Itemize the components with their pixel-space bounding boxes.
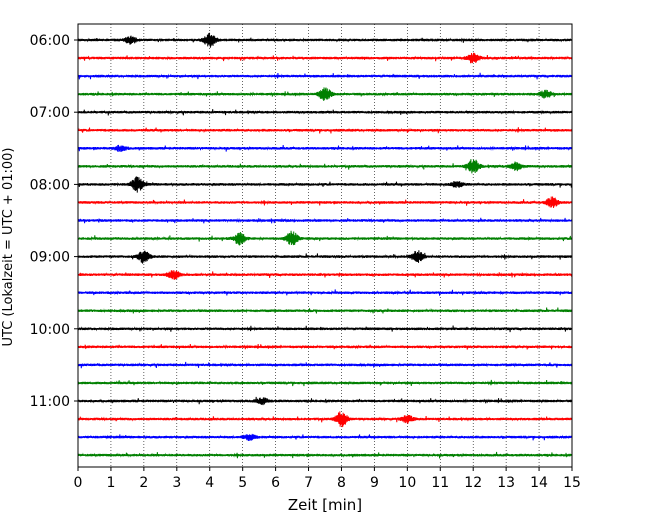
plot-frame <box>77 23 573 468</box>
trace-1145 <box>77 451 573 459</box>
x-tick-label: 4 <box>205 475 214 491</box>
trace-0800 <box>77 176 573 193</box>
x-tick-label: 1 <box>106 475 115 491</box>
y-tick-label: 11:00 <box>30 394 70 410</box>
trace-1100 <box>77 396 573 406</box>
y-tick-label: 10:00 <box>30 322 70 338</box>
x-tick-label: 6 <box>271 475 280 491</box>
x-tick-label: 0 <box>74 475 83 491</box>
x-tick-label: 2 <box>139 475 148 491</box>
trace-0615 <box>77 52 573 64</box>
x-tick-label: 10 <box>398 475 416 491</box>
trace-0830 <box>77 217 573 224</box>
y-tick-label: 09:00 <box>30 250 70 266</box>
trace-0600 <box>77 32 573 48</box>
trace-1115 <box>77 411 573 428</box>
trace-0715 <box>77 127 573 134</box>
seismic-traces <box>77 32 573 459</box>
x-tick-label: 14 <box>530 475 548 491</box>
x-tick-label: 15 <box>563 475 581 491</box>
x-axis-ticks: 0 1 2 3 4 5 6 7 8 9 10 11 12 13 14 15 <box>74 467 581 491</box>
y-tick-label: 07:00 <box>30 105 70 121</box>
trace-0630 <box>77 72 573 80</box>
trace-1045 <box>77 379 573 387</box>
trace-1030 <box>77 361 573 369</box>
trace-1000 <box>77 325 573 333</box>
x-tick-label: 5 <box>238 475 247 491</box>
trace-0745 <box>77 159 573 174</box>
y-axis-ticks: 06:00 07:00 08:00 09:00 10:00 11:00 <box>30 33 78 410</box>
trace-0815 <box>77 196 573 209</box>
y-tick-label: 08:00 <box>30 177 70 193</box>
trace-1130 <box>77 433 573 442</box>
y-axis-label: UTC (Lokalzeit = UTC + 01:00) <box>1 148 16 347</box>
x-axis-label: Zeit [min] <box>288 496 362 514</box>
trace-0930 <box>77 289 573 296</box>
trace-1015 <box>77 343 573 350</box>
x-tick-label: 12 <box>464 475 482 491</box>
x-tick-label: 3 <box>172 475 181 491</box>
trace-0845 <box>77 230 573 246</box>
x-tick-label: 8 <box>337 475 346 491</box>
x-tick-label: 11 <box>431 475 449 491</box>
trace-0645 <box>77 87 573 101</box>
trace-0730 <box>77 144 573 152</box>
trace-0945 <box>77 307 573 314</box>
vertical-gridlines <box>110 24 540 467</box>
x-tick-label: 7 <box>304 475 313 491</box>
x-tick-label: 13 <box>497 475 515 491</box>
x-tick-label: 9 <box>370 475 379 491</box>
y-tick-label: 06:00 <box>30 33 70 49</box>
trace-0700 <box>77 109 573 116</box>
trace-0915 <box>77 270 573 280</box>
trace-0900 <box>77 250 573 264</box>
